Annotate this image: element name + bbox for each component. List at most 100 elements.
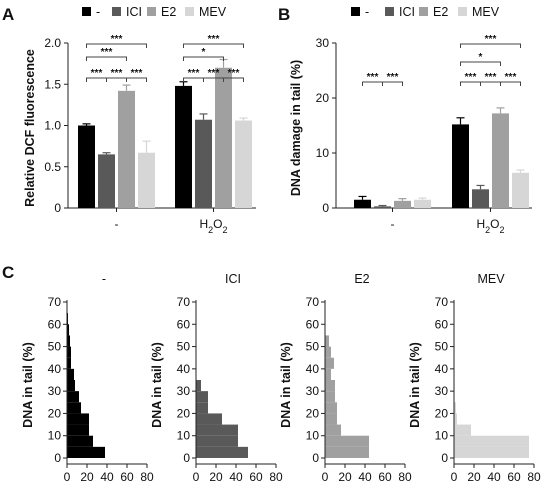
- significance-label: ***: [208, 68, 220, 79]
- histogram-bar: [196, 380, 201, 392]
- y-tick-label: 30: [435, 384, 449, 398]
- histogram-bar: [325, 435, 369, 447]
- y-tick-label: 30: [306, 384, 320, 398]
- histogram-bar: [67, 424, 89, 436]
- histogram-bar: [454, 402, 456, 414]
- significance-bracket: [86, 56, 127, 61]
- histogram-bar: [67, 335, 70, 347]
- significance-bracket: [86, 43, 147, 48]
- bar-e2: [492, 113, 509, 208]
- y-tick-label: 40: [306, 362, 320, 376]
- histogram-y-axis-title: DNA in tail (%): [150, 342, 164, 428]
- y-tick-label: 70: [306, 295, 320, 309]
- histogram-bar: [67, 324, 69, 336]
- histogram-bar: [325, 424, 341, 436]
- histogram-y-axis-title: DNA in tail (%): [408, 342, 422, 428]
- y-tick-label: 20: [48, 406, 62, 420]
- histogram-bar: [325, 357, 334, 369]
- bar-mev: [235, 120, 252, 208]
- histogram-bar: [325, 346, 331, 358]
- histogram-title: ICI: [225, 272, 241, 286]
- y-tick-label: 1.5: [44, 77, 61, 91]
- significance-label: ***: [485, 34, 497, 45]
- x-tick-label: 60: [507, 470, 521, 484]
- x-tick-label: 60: [120, 470, 134, 484]
- significance-label: *: [202, 47, 206, 58]
- significance-label: ***: [91, 68, 103, 79]
- legend-label: ICI: [126, 5, 142, 19]
- x-tick-label: H2O2: [199, 217, 227, 235]
- y-tick-label: 30: [316, 36, 330, 50]
- panel-a: A - ICI E2 MEV Relative DCF fluorescence 0 0…: [2, 5, 256, 235]
- legend-swatch: [185, 7, 194, 16]
- histogram-bar: [325, 413, 337, 425]
- panel-a-y-axis-title: Relative DCF fluorescence: [23, 49, 37, 207]
- histogram-bar: [67, 368, 74, 380]
- histogram-y-axis-title: DNA in tail (%): [279, 342, 293, 428]
- panel-a-legend: - ICI E2 MEV: [82, 5, 227, 19]
- panel-b-legend: - ICI E2 MEV: [351, 5, 500, 19]
- y-tick-label: 0: [322, 201, 329, 215]
- panel-c: C - DNA in tail (%) 0 10 20 30 40 50 60 70 0 20 40 60…: [2, 263, 541, 484]
- x-tick-label: 40: [487, 470, 501, 484]
- y-tick-label: 50: [177, 340, 191, 354]
- y-tick-label: 10: [306, 429, 320, 443]
- significance-label: ***: [367, 72, 379, 83]
- significance-label: ***: [387, 72, 399, 83]
- y-tick-label: 10: [48, 429, 62, 443]
- significance-label: ***: [228, 68, 240, 79]
- significance-label: ***: [208, 34, 220, 45]
- y-tick-label: 2.0: [44, 36, 61, 50]
- bar-e2: [215, 67, 232, 208]
- panel-b-significance: *** ********** *** ***: [362, 34, 521, 86]
- panel-a-significance: ********* *** ********** *** ***: [86, 34, 244, 82]
- histogram-bar: [67, 435, 93, 447]
- histogram-bar: [325, 380, 335, 392]
- histogram-title: MEV: [477, 272, 505, 286]
- bar-control: [452, 124, 469, 208]
- x-tick-label: 0: [322, 470, 329, 484]
- legend-label: -: [96, 5, 100, 19]
- histogram-bar: [325, 391, 335, 403]
- histogram-y-axis-title: DNA in tail (%): [21, 342, 35, 428]
- x-tick-label: 40: [358, 470, 372, 484]
- y-tick-label: 1.0: [44, 119, 61, 133]
- bar-ici: [374, 206, 391, 208]
- x-tick-label: H2O2: [476, 217, 504, 235]
- significance-bracket: [183, 56, 224, 61]
- x-tick-label: 40: [229, 470, 243, 484]
- histogram-bar: [454, 413, 457, 425]
- y-tick-label: 70: [177, 295, 191, 309]
- legend-label: -: [365, 5, 369, 19]
- y-tick-label: 30: [48, 384, 62, 398]
- y-tick-label: 10: [435, 429, 449, 443]
- panel-c-letter: C: [2, 263, 14, 282]
- y-tick-label: 10: [177, 429, 191, 443]
- x-tick-label: 40: [100, 470, 114, 484]
- x-tick-label: 20: [80, 470, 94, 484]
- legend-swatch: [419, 7, 428, 16]
- histogram-bar: [67, 413, 89, 425]
- histogram-bar: [196, 413, 222, 425]
- significance-label: ***: [131, 68, 143, 79]
- significance-label: ***: [101, 47, 113, 58]
- significance-label: ***: [111, 68, 123, 79]
- x-tick-label: -: [391, 217, 395, 231]
- y-tick-label: 70: [435, 295, 449, 309]
- histogram-mev: MEV DNA in tail (%) 0 10 20 30 40 50 60 70 0 20 40 60…: [408, 272, 541, 484]
- y-tick-label: 0: [54, 201, 61, 215]
- x-tick-label: 80: [398, 470, 412, 484]
- histogram-bar: [454, 424, 471, 436]
- y-tick-label: 50: [48, 340, 62, 354]
- legend-swatch: [385, 7, 394, 16]
- x-tick-label: 0: [193, 470, 200, 484]
- significance-label: *: [479, 52, 483, 63]
- significance-bracket: [183, 43, 244, 48]
- histogram-bar: [454, 435, 529, 447]
- histogram-title: -: [102, 272, 106, 286]
- bar-ici: [98, 154, 115, 208]
- y-tick-label: 50: [306, 340, 320, 354]
- histogram-bar: [67, 402, 81, 414]
- significance-bracket: [500, 81, 521, 86]
- bar-control: [354, 199, 371, 208]
